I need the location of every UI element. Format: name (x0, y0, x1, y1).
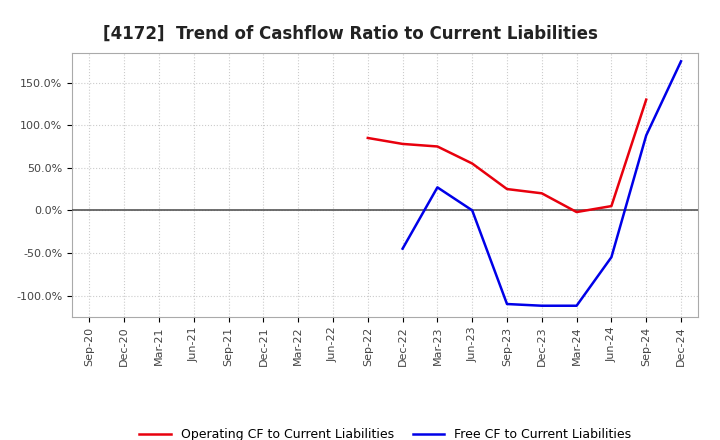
Free CF to Current Liabilities (677, 59, 685, 64)
Free CF to Current Liabilities (572, 303, 581, 308)
Operating CF to Current Liabilities (503, 187, 511, 192)
Free CF to Current Liabilities (433, 185, 442, 190)
Operating CF to Current Liabilities (433, 144, 442, 149)
Free CF to Current Liabilities (398, 246, 407, 251)
Operating CF to Current Liabilities (572, 209, 581, 215)
Free CF to Current Liabilities (642, 133, 651, 138)
Operating CF to Current Liabilities (364, 136, 372, 141)
Line: Free CF to Current Liabilities: Free CF to Current Liabilities (402, 61, 681, 306)
Operating CF to Current Liabilities (468, 161, 477, 166)
Free CF to Current Liabilities (468, 208, 477, 213)
Operating CF to Current Liabilities (398, 141, 407, 147)
Free CF to Current Liabilities (537, 303, 546, 308)
Operating CF to Current Liabilities (642, 97, 651, 102)
Operating CF to Current Liabilities (607, 203, 616, 209)
Free CF to Current Liabilities (503, 301, 511, 307)
Free CF to Current Liabilities (607, 255, 616, 260)
Line: Operating CF to Current Liabilities: Operating CF to Current Liabilities (368, 99, 647, 212)
Operating CF to Current Liabilities (537, 191, 546, 196)
Text: [4172]  Trend of Cashflow Ratio to Current Liabilities: [4172] Trend of Cashflow Ratio to Curren… (104, 25, 598, 43)
Legend: Operating CF to Current Liabilities, Free CF to Current Liabilities: Operating CF to Current Liabilities, Fre… (135, 423, 636, 440)
